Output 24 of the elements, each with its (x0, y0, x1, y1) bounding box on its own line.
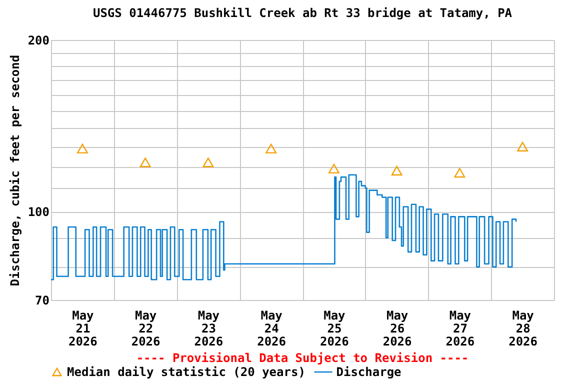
y-tick-label: 200 (28, 34, 50, 48)
x-tick-label: May 22 2026 (131, 308, 160, 348)
legend-label: Discharge (336, 365, 402, 379)
legend-label: Median daily statistic (20 years) (67, 365, 306, 379)
point (76, 144, 88, 154)
x-tick-label: May 21 2026 (68, 308, 98, 348)
point (202, 158, 214, 168)
x-tick-label: May 27 2026 (446, 308, 475, 348)
point (140, 158, 151, 168)
chart-title: USGS 01446775 Bushkill Creek ab Rt 33 bridge at Tatamy, PA (92, 6, 513, 20)
point (391, 166, 402, 176)
point (266, 144, 277, 154)
text: ---- Provisional Data Subject to Revision ---- (136, 351, 469, 365)
x-tick-label: May 25 2026 (320, 308, 349, 348)
x-tick-label: May 26 2026 (382, 308, 412, 348)
point (517, 142, 528, 152)
point (454, 168, 466, 178)
point (328, 164, 340, 174)
x-tick-label: May 24 2026 (257, 308, 286, 348)
y-axis-title: Discharge, cubic feet per second (8, 54, 22, 286)
y-tick-label: 70 (35, 294, 50, 308)
x-tick-label: May 28 2026 (508, 308, 538, 348)
y-tick-label: 100 (28, 205, 50, 220)
x-tick-label: May 23 2026 (194, 308, 224, 348)
